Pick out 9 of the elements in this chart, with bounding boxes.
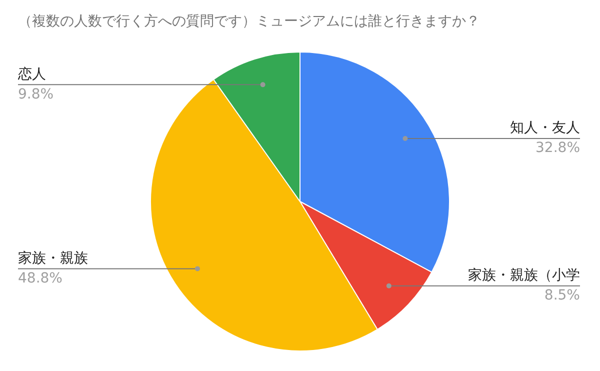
slice-label: 家族・親族 [18, 250, 88, 266]
data-label: 48.8% [18, 270, 62, 286]
data-label: 32.8% [536, 140, 580, 156]
slice-label: 恋人 [17, 66, 46, 82]
slice-label: 家族・親族（小学 [468, 268, 580, 284]
slice-label: 知人・友人 [510, 120, 580, 136]
chart-title: （複数の人数で行く方への質問です）ミュージアムには誰と行きますか？ [18, 14, 480, 30]
data-label: 9.8% [18, 86, 54, 102]
data-label: 8.5% [544, 288, 580, 304]
